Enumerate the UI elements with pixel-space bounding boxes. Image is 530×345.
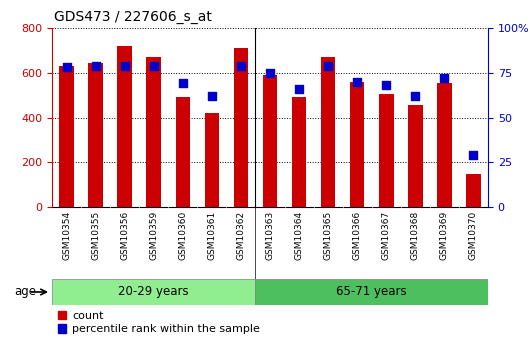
Bar	[466, 174, 481, 207]
Text: GSM10368: GSM10368	[411, 210, 420, 260]
Point	[237, 63, 245, 68]
Text: GSM10354: GSM10354	[62, 210, 71, 260]
Text: 65-71 years: 65-71 years	[337, 286, 407, 298]
Text: GSM10361: GSM10361	[207, 210, 216, 260]
Text: GSM10366: GSM10366	[352, 210, 361, 260]
Point	[382, 82, 391, 88]
Bar	[205, 113, 219, 207]
Text: 20-29 years: 20-29 years	[118, 286, 189, 298]
Point	[353, 79, 361, 85]
Point	[469, 152, 478, 158]
Bar	[292, 97, 306, 207]
Text: GSM10360: GSM10360	[178, 210, 187, 260]
Bar	[146, 57, 161, 207]
Point	[120, 63, 129, 68]
Text: GSM10359: GSM10359	[149, 210, 158, 260]
Point	[91, 63, 100, 68]
Bar	[89, 63, 103, 207]
Bar	[263, 75, 277, 207]
Point	[179, 81, 187, 86]
Point	[266, 70, 274, 76]
Text: GDS473 / 227606_s_at: GDS473 / 227606_s_at	[54, 10, 212, 24]
Bar	[321, 57, 335, 207]
Text: GSM10355: GSM10355	[91, 210, 100, 260]
Bar	[437, 83, 452, 207]
Bar	[255, 279, 488, 305]
Bar	[52, 279, 255, 305]
Point	[324, 63, 332, 68]
Bar	[379, 94, 394, 207]
Point	[295, 86, 303, 92]
Text: GSM10356: GSM10356	[120, 210, 129, 260]
Bar	[234, 48, 248, 207]
Text: GSM10364: GSM10364	[295, 210, 304, 260]
Point	[411, 93, 420, 99]
Point	[208, 93, 216, 99]
Bar	[59, 66, 74, 207]
Text: GSM10369: GSM10369	[440, 210, 449, 260]
Point	[440, 75, 448, 81]
Text: age: age	[14, 286, 36, 298]
Text: GSM10365: GSM10365	[324, 210, 333, 260]
Text: GSM10363: GSM10363	[266, 210, 275, 260]
Text: GSM10362: GSM10362	[236, 210, 245, 260]
Point	[63, 65, 71, 70]
Bar	[408, 105, 422, 207]
Legend: count, percentile rank within the sample: count, percentile rank within the sample	[58, 310, 260, 334]
Text: GSM10367: GSM10367	[382, 210, 391, 260]
Text: GSM10370: GSM10370	[469, 210, 478, 260]
Bar	[175, 97, 190, 207]
Point	[149, 63, 158, 68]
Bar	[118, 46, 132, 207]
Bar	[350, 82, 365, 207]
